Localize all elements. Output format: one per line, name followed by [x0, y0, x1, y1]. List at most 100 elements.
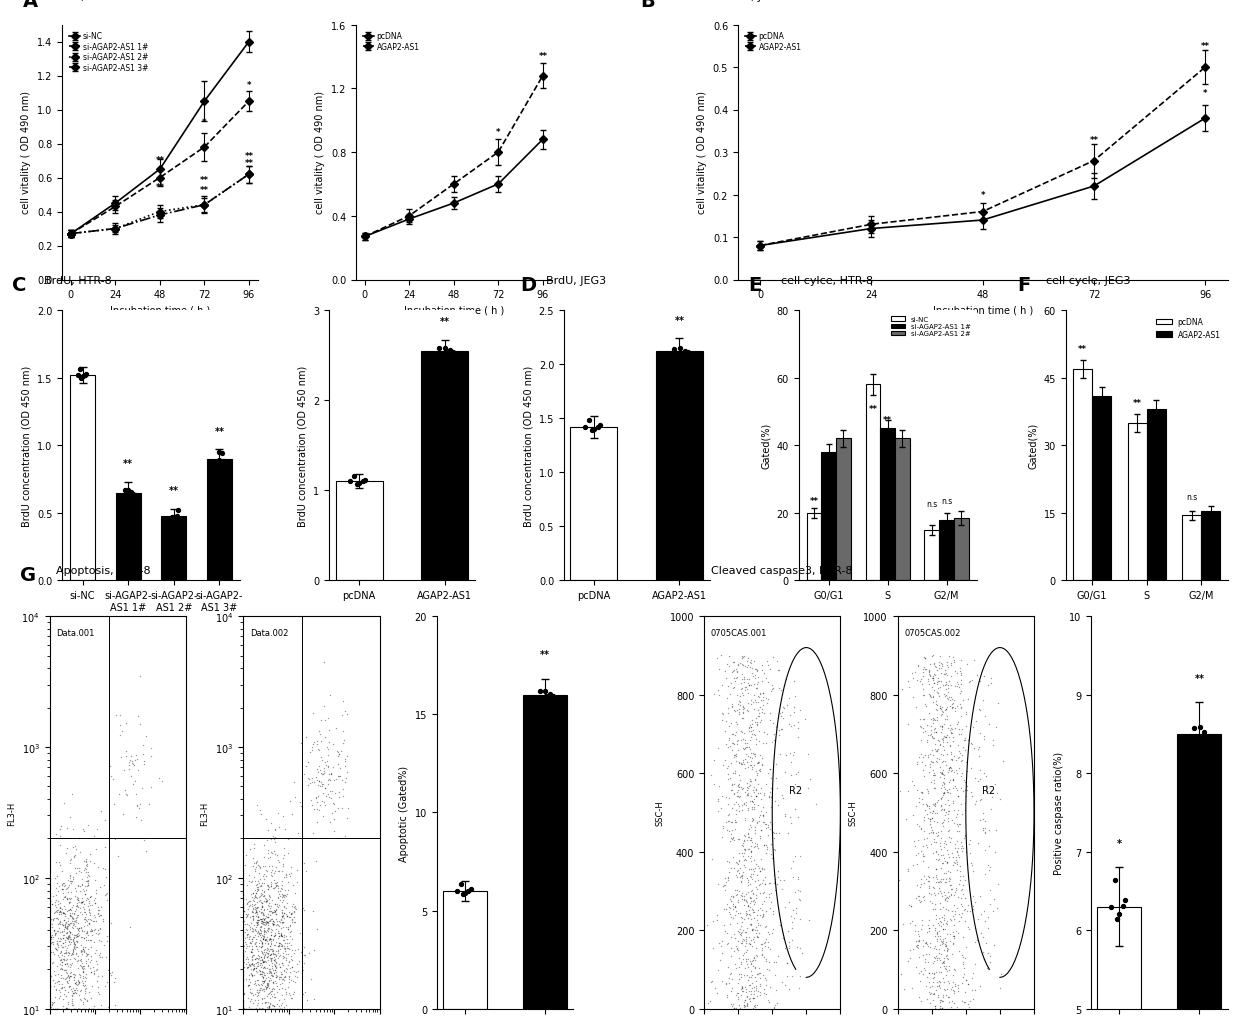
Point: [52, 863, 72, 879]
Point: [744, 727, 764, 743]
Point: [63, 984, 83, 1001]
Point: [732, 956, 751, 972]
Point: [253, 944, 273, 960]
Text: F: F: [1017, 276, 1030, 294]
Point: [931, 765, 951, 782]
Point: [732, 977, 751, 994]
Point: [275, 900, 295, 916]
Point: [326, 720, 346, 737]
Point: [259, 985, 279, 1002]
Point: [727, 714, 746, 731]
Point: [749, 708, 769, 725]
Point: [58, 879, 78, 896]
Point: [937, 855, 957, 871]
Point: [280, 917, 300, 933]
Point: [930, 839, 950, 855]
Point: [84, 855, 104, 871]
Point: [756, 972, 776, 988]
Point: [57, 918, 77, 934]
Point: [63, 944, 83, 960]
Point: [241, 1001, 260, 1017]
Point: [253, 907, 273, 923]
Point: [973, 951, 993, 967]
Point: [40, 998, 60, 1014]
Point: [937, 951, 957, 967]
Point: [942, 700, 962, 716]
Point: [790, 941, 810, 957]
Point: [262, 815, 281, 832]
Point: [724, 786, 744, 802]
Point: [273, 863, 293, 879]
Point: [930, 994, 950, 1010]
Point: [729, 799, 749, 815]
Point: [347, 476, 367, 492]
Point: [720, 982, 740, 999]
Point: [252, 934, 272, 951]
Point: [286, 964, 306, 980]
Point: [249, 982, 269, 999]
Point: [446, 882, 466, 899]
Point: [250, 859, 270, 875]
Point: [57, 1000, 77, 1016]
Point: [707, 985, 727, 1002]
Point: [237, 896, 257, 912]
Point: [103, 770, 123, 787]
Point: [753, 872, 773, 889]
Point: [942, 793, 962, 809]
Point: [934, 839, 954, 855]
Point: [931, 799, 951, 815]
Point: [265, 933, 285, 950]
Point: [939, 847, 959, 863]
Point: [756, 776, 776, 793]
Point: [751, 674, 771, 690]
Point: [939, 863, 959, 879]
Point: [40, 893, 60, 909]
Text: G: G: [20, 566, 36, 585]
Point: [946, 879, 966, 896]
Point: [920, 985, 940, 1002]
Point: [779, 895, 799, 911]
Point: [73, 994, 93, 1010]
Point: [945, 840, 965, 856]
Point: [909, 965, 929, 981]
Point: [241, 934, 260, 951]
Point: [254, 928, 274, 945]
Point: [46, 893, 66, 909]
Point: [946, 844, 966, 860]
Y-axis label: cell vitality ( OD 490 nm): cell vitality ( OD 490 nm): [21, 92, 31, 214]
Point: [136, 843, 156, 859]
Point: [279, 934, 299, 951]
Point: [81, 911, 100, 927]
Point: [913, 938, 932, 955]
Point: [718, 869, 738, 886]
Point: [914, 965, 934, 981]
Point: [55, 919, 74, 935]
Point: [304, 802, 324, 818]
Point: [733, 982, 753, 999]
Point: [971, 762, 991, 779]
Point: [243, 917, 263, 933]
Point: [76, 948, 95, 964]
Point: [257, 868, 277, 884]
Point: [233, 985, 253, 1002]
Point: [928, 926, 947, 943]
Point: [270, 892, 290, 908]
Point: [729, 706, 749, 722]
Point: [50, 877, 69, 894]
Point: [239, 929, 259, 946]
Point: [932, 954, 952, 970]
Point: [257, 980, 277, 997]
Point: [303, 736, 322, 752]
Point: [248, 958, 268, 974]
Point: [260, 948, 280, 964]
Point: [329, 746, 348, 762]
Point: [694, 791, 714, 807]
Point: [253, 954, 273, 970]
Point: [60, 907, 79, 923]
Point: [233, 980, 253, 997]
Point: [40, 928, 60, 945]
Point: [459, 882, 479, 899]
Point: [258, 909, 278, 925]
Point: [932, 994, 952, 1010]
Point: [719, 899, 739, 915]
